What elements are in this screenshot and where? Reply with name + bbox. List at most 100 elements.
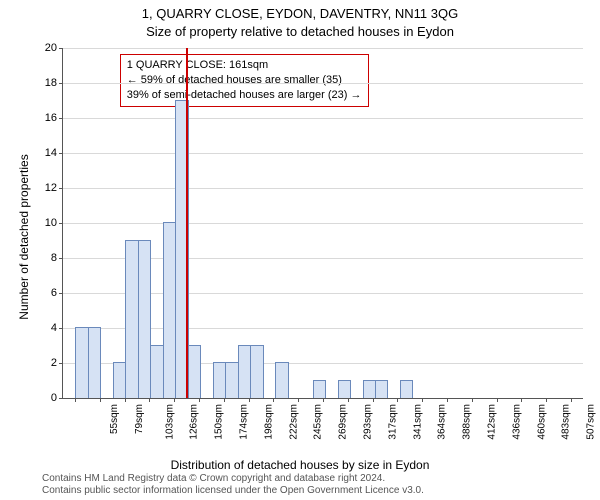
x-tick-label: 483sqm [560, 404, 571, 440]
histogram-bar [138, 240, 151, 399]
histogram-bar [213, 362, 226, 398]
x-tick [323, 398, 324, 402]
x-tick [571, 398, 572, 402]
marker-line [186, 48, 188, 398]
x-tick-label: 126sqm [189, 404, 200, 440]
y-tick [59, 223, 63, 224]
footnote-line-1: Contains HM Land Registry data © Crown c… [42, 473, 424, 485]
histogram-bar [75, 327, 88, 398]
annotation-line-2: ← 59% of detached houses are smaller (35… [127, 73, 362, 88]
y-tick-label: 6 [51, 287, 57, 299]
x-tick-label: 412sqm [486, 404, 497, 440]
footnote: Contains HM Land Registry data © Crown c… [42, 473, 424, 497]
histogram-bar [313, 380, 326, 399]
y-tick-label: 2 [51, 357, 57, 369]
histogram-bar [188, 345, 201, 399]
y-tick [59, 118, 63, 119]
x-tick [273, 398, 274, 402]
x-tick-label: 317sqm [388, 404, 399, 440]
x-tick-label: 293sqm [363, 404, 374, 440]
y-tick-label: 8 [51, 252, 57, 264]
y-tick [59, 83, 63, 84]
x-tick [149, 398, 150, 402]
x-tick [174, 398, 175, 402]
x-tick-label: 388sqm [461, 404, 472, 440]
x-tick-label: 103sqm [165, 404, 176, 440]
histogram-bar [125, 240, 138, 399]
x-tick-label: 341sqm [412, 404, 423, 440]
x-tick [447, 398, 448, 402]
histogram-bar [375, 380, 388, 399]
chart-plot-area: 1 QUARRY CLOSE: 161sqm ← 59% of detached… [62, 48, 583, 399]
annotation-line-1: 1 QUARRY CLOSE: 161sqm [127, 58, 362, 73]
y-tick [59, 258, 63, 259]
x-axis-label: Distribution of detached houses by size … [0, 458, 600, 472]
y-tick [59, 293, 63, 294]
gridline [63, 118, 583, 119]
x-tick-label: 245sqm [313, 404, 324, 440]
histogram-bar [88, 327, 101, 398]
x-tick [497, 398, 498, 402]
y-tick [59, 188, 63, 189]
x-tick [472, 398, 473, 402]
histogram-bar [225, 362, 238, 398]
x-tick [249, 398, 250, 402]
chart-subtitle: Size of property relative to detached ho… [0, 24, 600, 39]
y-tick-label: 0 [51, 392, 57, 404]
y-tick [59, 153, 63, 154]
x-tick [546, 398, 547, 402]
y-tick-label: 4 [51, 322, 57, 334]
x-tick [298, 398, 299, 402]
x-tick [199, 398, 200, 402]
footnote-line-2: Contains public sector information licen… [42, 485, 424, 497]
histogram-bar [250, 345, 263, 399]
x-tick-label: 364sqm [436, 404, 447, 440]
x-tick-label: 460sqm [536, 404, 547, 440]
x-tick [397, 398, 398, 402]
x-tick-label: 198sqm [264, 404, 275, 440]
histogram-bar [113, 362, 126, 398]
x-tick [125, 398, 126, 402]
histogram-bar [275, 362, 288, 398]
gridline [63, 153, 583, 154]
histogram-bar [363, 380, 376, 399]
gridline [63, 188, 583, 189]
x-tick-label: 507sqm [585, 404, 596, 440]
y-axis-label: Number of detached properties [17, 137, 31, 337]
y-tick-label: 16 [45, 112, 57, 124]
x-tick-label: 436sqm [511, 404, 522, 440]
y-tick-label: 14 [45, 147, 57, 159]
y-tick [59, 48, 63, 49]
histogram-bar [338, 380, 351, 399]
y-tick-label: 12 [45, 182, 57, 194]
gridline [63, 48, 583, 49]
y-tick [59, 328, 63, 329]
x-tick [348, 398, 349, 402]
x-tick [373, 398, 374, 402]
x-tick [224, 398, 225, 402]
gridline [63, 83, 583, 84]
y-tick-label: 10 [45, 217, 57, 229]
page-title: 1, QUARRY CLOSE, EYDON, DAVENTRY, NN11 3… [0, 6, 600, 21]
x-tick [100, 398, 101, 402]
histogram-bar [150, 345, 163, 399]
y-tick-label: 20 [45, 42, 57, 54]
y-tick [59, 363, 63, 364]
x-tick-label: 150sqm [214, 404, 225, 440]
histogram-bar [400, 380, 413, 399]
x-tick-label: 174sqm [239, 404, 250, 440]
x-tick [75, 398, 76, 402]
annotation-box: 1 QUARRY CLOSE: 161sqm ← 59% of detached… [120, 54, 369, 107]
histogram-bar [238, 345, 251, 399]
x-tick-label: 79sqm [134, 404, 145, 434]
y-tick-label: 18 [45, 77, 57, 89]
annotation-line-3: 39% of semi-detached houses are larger (… [127, 88, 362, 103]
gridline [63, 223, 583, 224]
x-tick-label: 222sqm [289, 404, 300, 440]
x-tick [521, 398, 522, 402]
x-tick-label: 55sqm [109, 404, 120, 434]
y-tick [59, 398, 63, 399]
histogram-bar [163, 222, 176, 398]
x-tick-label: 269sqm [338, 404, 349, 440]
x-tick [422, 398, 423, 402]
